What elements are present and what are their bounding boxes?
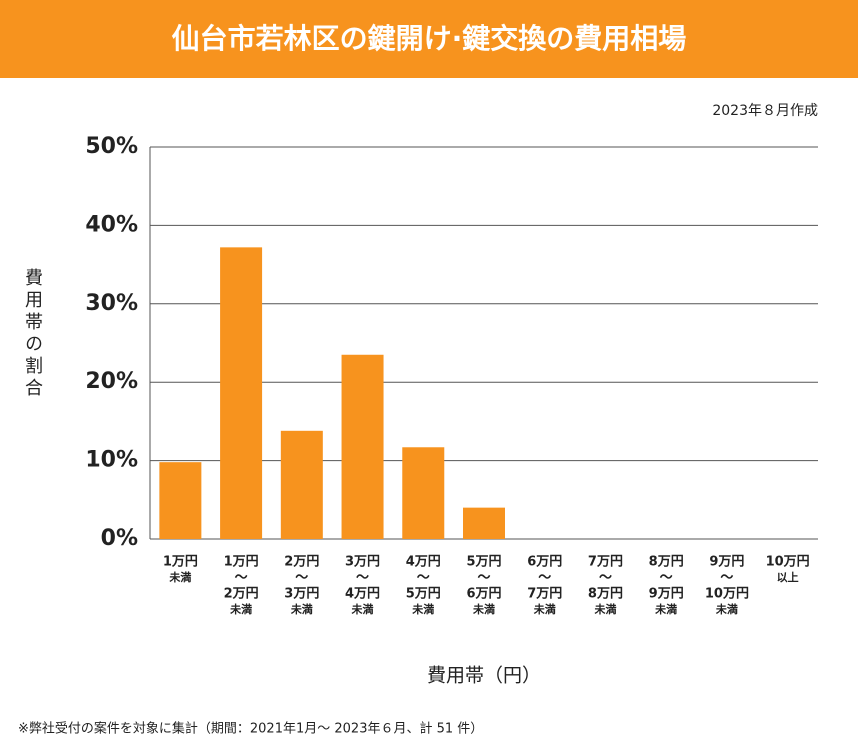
x-tick-label: 9万円 [649,587,684,602]
chart-subtitle: 2023年８月作成 [712,103,818,119]
y-tick-label: 40% [85,212,138,237]
bar [341,354,384,539]
x-tick-label: 9万円 [709,555,744,570]
x-tick-label: 5万円 [406,587,441,602]
x-tick-label: 〜 [538,571,551,586]
bar [220,247,263,540]
x-tick-label: 未満 [229,602,252,616]
x-axis-label: 費用帯（円） [427,665,541,687]
bar [159,462,202,539]
x-tick-label: 1万円 [224,555,259,570]
y-tick-label: 10% [85,448,138,473]
y-tick-label: 0% [101,526,138,551]
x-tick-label: 2万円 [284,555,319,570]
x-tick-label: 〜 [720,571,733,586]
chart-title: 仙台市若林区の鍵開け·鍵交換の費用相場 [172,22,687,55]
bar [463,507,505,539]
x-tick-label: 未満 [290,602,313,616]
x-tick-label: 〜 [417,571,430,586]
x-tick-label: 〜 [235,571,248,586]
x-tick-label: 〜 [477,571,490,586]
x-tick-label: 未満 [351,602,374,616]
x-tick-label: 以上 [777,570,799,584]
x-tick-label: 2万円 [224,587,259,602]
x-tick-label: 未満 [715,602,738,616]
x-tick-label: 3万円 [345,555,380,570]
x-tick-label: 4万円 [406,555,441,570]
x-tick-label: 6万円 [466,587,501,602]
x-tick-label: 5万円 [466,555,501,570]
footnote: ※弊社受付の案件を対象に集計（期間：2021年1月～ 2023年６月、計 51 … [18,721,483,737]
x-tick-label: 未満 [472,602,495,616]
x-tick-label: 未満 [411,602,434,616]
x-tick-label: 〜 [356,571,369,586]
y-axis-label: 費用帯の割合 [22,268,43,400]
x-tick-label: 10万円 [766,555,810,570]
y-tick-label: 20% [85,369,138,394]
x-tick-label: 8万円 [588,587,623,602]
x-tick-label: 10万円 [705,587,749,602]
x-tick-label: 3万円 [284,587,319,602]
x-tick-label: 7万円 [588,555,623,570]
x-tick-label: 8万円 [649,555,684,570]
x-tick-label: 未満 [593,602,616,616]
x-tick-label: 〜 [660,571,673,586]
x-tick-label: 未満 [654,602,677,616]
bar [280,430,323,539]
x-tick-label: 〜 [295,571,308,586]
x-tick-label: 7万円 [527,587,562,602]
bar [402,447,445,539]
x-tick-label: 4万円 [345,587,380,602]
x-tick-label: 6万円 [527,555,562,570]
y-tick-label: 50% [85,134,138,159]
header-band [0,0,858,78]
y-tick-label: 30% [85,291,138,316]
x-tick-label: 1万円 [163,555,198,570]
x-tick-label: 未満 [533,602,556,616]
x-tick-label: 未満 [168,570,191,584]
x-tick-label: 〜 [599,571,612,586]
